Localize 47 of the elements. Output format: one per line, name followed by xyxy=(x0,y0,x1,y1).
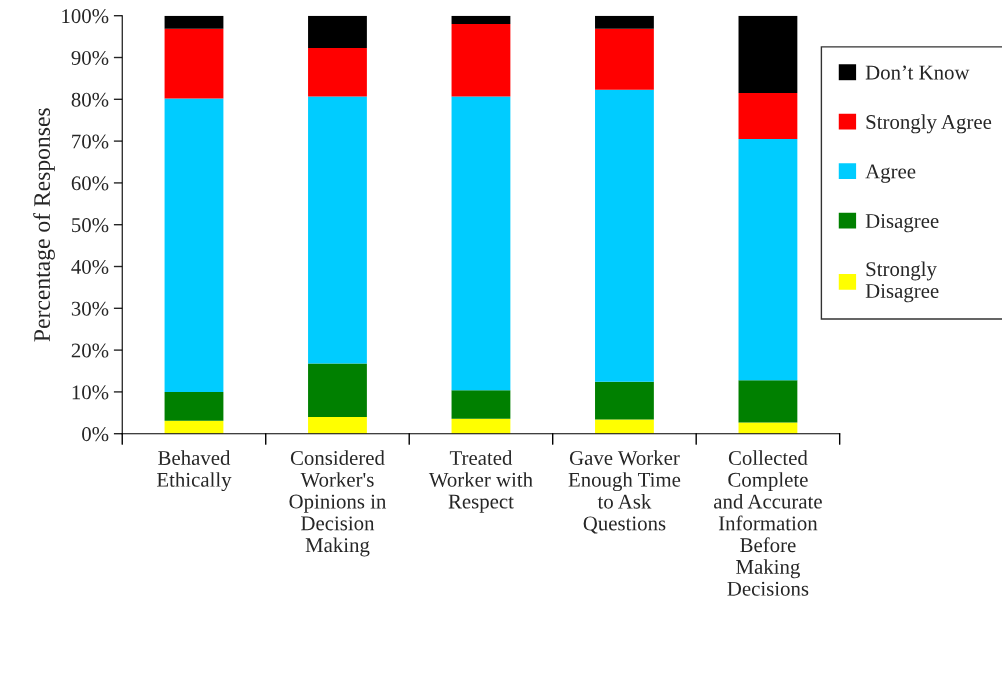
bar xyxy=(451,15,511,25)
bar xyxy=(595,381,654,420)
bar xyxy=(308,96,367,364)
x-tick-label: Treated Worker with Respect xyxy=(428,450,533,513)
legend-label: Agree xyxy=(865,164,916,183)
bar xyxy=(738,380,798,423)
legend-label: Strongly Agree xyxy=(866,114,992,134)
y-tick-label: 30% xyxy=(71,301,109,316)
y-tick-label: 60% xyxy=(71,176,109,191)
bar xyxy=(451,96,511,391)
y-tick-label: 0% xyxy=(82,427,109,442)
bar xyxy=(308,363,367,417)
y-tick-label: 20% xyxy=(71,343,109,358)
bar xyxy=(738,422,798,434)
bar xyxy=(595,28,654,90)
bar xyxy=(451,24,511,97)
bar xyxy=(738,93,798,140)
legend-label: Strongly Disagree xyxy=(865,261,939,303)
legend-label: Don’t Know xyxy=(865,65,970,80)
y-tick-label: 50% xyxy=(72,218,109,233)
bar xyxy=(595,89,654,382)
bar xyxy=(164,98,224,392)
bar xyxy=(308,416,367,434)
bar xyxy=(738,139,798,381)
y-tick-label: 90% xyxy=(71,50,109,66)
x-tick-label: Collected Complete and Accurate Information Before Making Decisions xyxy=(714,450,822,596)
bar xyxy=(308,15,367,48)
y-tick-label: 10% xyxy=(72,385,109,400)
bar xyxy=(595,15,654,29)
bar xyxy=(164,391,224,421)
y-tick-label: 100% xyxy=(62,9,109,24)
bar xyxy=(738,15,798,94)
bar xyxy=(164,15,224,29)
x-tick-label: Gave Worker Enough Time to Ask Questions xyxy=(568,450,681,534)
y-tick-label: 80% xyxy=(71,92,109,107)
y-tick-label: 40% xyxy=(71,259,109,275)
bar xyxy=(451,418,511,434)
x-tick-label: Behaved Ethically xyxy=(156,450,232,492)
legend-label: Disagree xyxy=(865,214,939,233)
bar xyxy=(164,420,224,434)
bar xyxy=(451,390,511,419)
bar xyxy=(164,28,224,99)
bar xyxy=(595,419,654,434)
bar xyxy=(308,47,367,97)
x-tick-label: Considered Worker's Opinions in Decision Making xyxy=(289,450,387,557)
y-axis-title: Percentage of Responses xyxy=(33,108,55,342)
y-tick-label: 70% xyxy=(72,134,109,149)
